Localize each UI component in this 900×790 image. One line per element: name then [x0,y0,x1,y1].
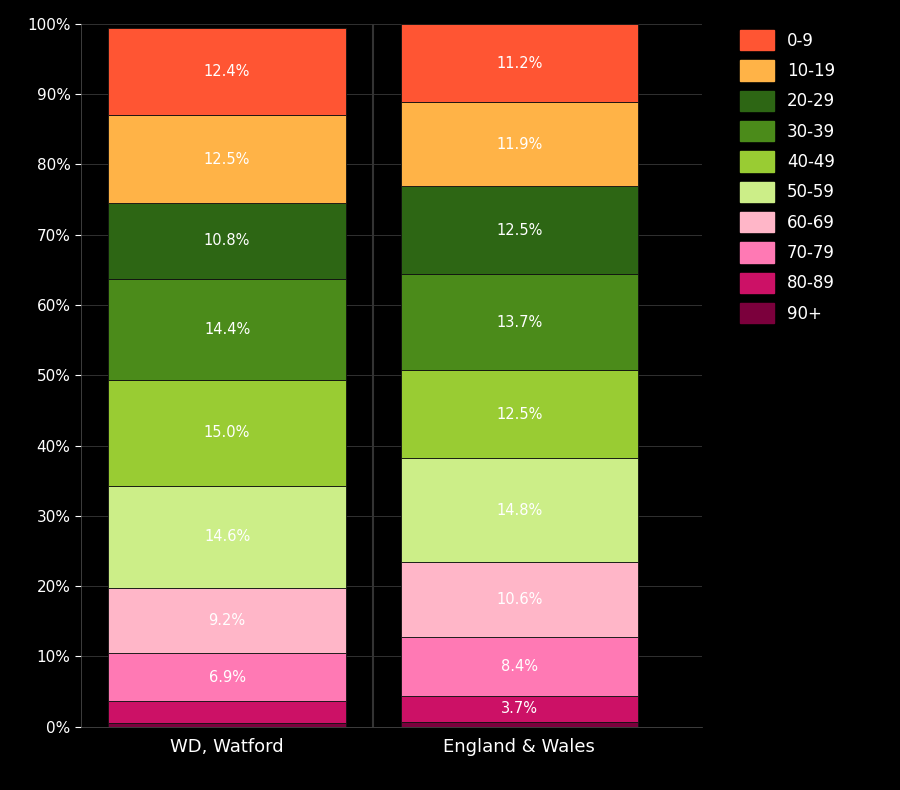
Text: 6.9%: 6.9% [209,670,246,685]
Text: 13.7%: 13.7% [496,314,543,329]
Bar [400,186,638,274]
Bar [400,637,638,696]
Text: 14.8%: 14.8% [496,502,543,517]
Bar [108,115,346,203]
Bar [108,589,346,653]
Text: 15.0%: 15.0% [204,425,250,440]
Bar [108,653,346,702]
Bar [108,486,346,589]
Text: 12.5%: 12.5% [496,223,543,238]
Bar [108,279,346,380]
Text: 8.4%: 8.4% [501,659,538,674]
Bar [108,28,346,115]
Bar [400,103,638,186]
Text: 12.4%: 12.4% [204,64,250,79]
Text: 9.2%: 9.2% [209,613,246,628]
Bar [400,371,638,458]
Text: 12.5%: 12.5% [496,407,543,422]
Text: 12.5%: 12.5% [204,152,250,167]
Text: 3.7%: 3.7% [501,702,538,717]
Text: 11.9%: 11.9% [496,137,543,152]
Bar [400,696,638,722]
Bar [400,274,638,371]
Text: 10.6%: 10.6% [496,592,543,607]
Bar [400,24,638,103]
Text: 14.6%: 14.6% [204,529,250,544]
Bar [108,723,346,727]
Text: 11.2%: 11.2% [496,55,543,70]
Bar [400,458,638,562]
Bar [108,380,346,486]
Text: 10.8%: 10.8% [204,234,250,249]
Bar [108,203,346,279]
Bar [400,722,638,727]
Bar [108,702,346,723]
Bar [400,562,638,637]
Text: 14.4%: 14.4% [204,322,250,337]
Legend: 0-9, 10-19, 20-29, 30-39, 40-49, 50-59, 60-69, 70-79, 80-89, 90+: 0-9, 10-19, 20-29, 30-39, 40-49, 50-59, … [735,25,840,329]
